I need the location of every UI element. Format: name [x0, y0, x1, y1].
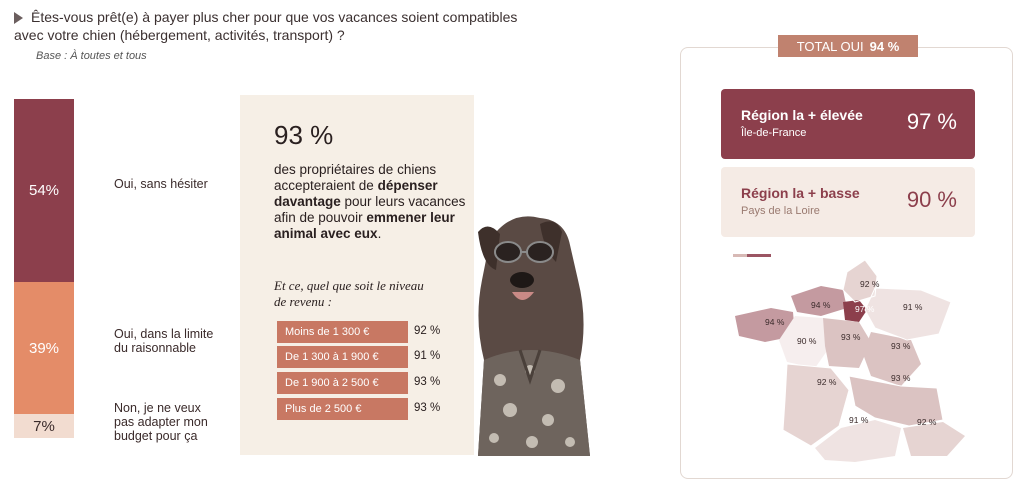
map-label: 93 % [891, 373, 911, 383]
bar-segment-3: 7% [14, 414, 74, 438]
lowest-region-box: Région la + basse Pays de la Loire 90 % [721, 167, 975, 237]
region-occitanie [815, 420, 901, 462]
income-bracket-value: 93 % [414, 402, 441, 414]
bar-category-label: Oui, dans la limite du raisonnable [114, 327, 214, 355]
region-hauts-de-france [843, 260, 877, 302]
map-label: 94 % [765, 317, 785, 327]
map-label: 93 % [841, 332, 861, 342]
bar-value-label: 39% [28, 339, 60, 357]
income-intro: Et ce, quel que soit le niveau de revenu… [274, 278, 424, 309]
stat-big-value: 93 % [274, 120, 334, 150]
lowest-region-title: Région la + basse [741, 185, 860, 201]
bar-value-label: 54% [28, 182, 60, 199]
map-label: 92 % [817, 377, 837, 387]
map-legend-mark [733, 254, 747, 257]
income-row: Plus de 2 500 € 93 % [277, 398, 467, 420]
income-bracket-label: Moins de 1 300 € [277, 321, 408, 343]
region-bourgogne [863, 332, 921, 386]
map-legend-mark [747, 254, 771, 257]
income-bracket-value: 91 % [414, 350, 441, 362]
region-grand-est [865, 288, 951, 340]
map-label: 92 % [860, 279, 880, 289]
map-label: 91 % [903, 302, 923, 312]
stat-description: des propriétaires de chiens accepteraien… [274, 162, 466, 241]
region-paca [903, 422, 965, 456]
highest-region-title: Région la + élevée [741, 107, 863, 123]
map-label: 91 % [849, 415, 869, 425]
lowest-region-name: Pays de la Loire [741, 205, 820, 217]
bar-category-label: Non, je ne veux pas adapter mon budget p… [114, 401, 208, 443]
region-auvergne-rhone-alpes [849, 376, 943, 426]
lowest-region-value: 90 % [906, 187, 957, 212]
income-row: Moins de 1 300 € 92 % [277, 321, 467, 343]
stat-card [240, 95, 474, 455]
income-row: De 1 300 à 1 900 € 91 % [277, 346, 467, 368]
dog-with-sunglasses-illustration [478, 216, 590, 456]
question-label: Êtes-vous prêt(e) à payer plus cher pour… [14, 9, 518, 43]
income-bracket-label: De 1 900 à 2 500 € [277, 372, 408, 394]
stacked-bar: 54% 39% 7% Oui, sans hésiter Oui, dans la li… [14, 99, 213, 443]
region-normandie [791, 286, 847, 316]
highest-region-name: Île-de-France [741, 127, 807, 139]
map-label: 93 % [891, 341, 911, 351]
question-text: Êtes-vous prêt(e) à payer plus cher pour… [14, 8, 534, 44]
income-bracket-label: De 1 300 à 1 900 € [277, 346, 408, 368]
bar-category-label: Oui, sans hésiter [114, 176, 208, 191]
bar-segment-1: 54% [14, 99, 74, 282]
map-label: 90 % [797, 336, 817, 346]
region-bretagne [735, 308, 795, 342]
income-bracket-value: 93 % [414, 376, 441, 388]
region-pays-de-la-loire [779, 316, 829, 368]
region-ile-de-france [843, 300, 867, 322]
region-nouvelle-aquitaine [783, 364, 849, 446]
base-note: Base : À toutes et tous [36, 50, 147, 62]
france-region-map: 92 % 94 % 97 % 91 % 94 % 90 % 93 % 93 % … [733, 254, 965, 462]
map-label: 92 % [917, 417, 937, 427]
income-bracket-value: 92 % [414, 325, 441, 337]
highest-region-box: Région la + élevée Île-de-France 97 % [721, 89, 975, 159]
income-bracket-label: Plus de 2 500 € [277, 398, 408, 420]
map-label: 94 % [811, 300, 831, 310]
income-row: De 1 900 à 2 500 € 93 % [277, 372, 467, 394]
map-label: 97 % [855, 304, 875, 314]
triangle-bullet-icon [14, 12, 23, 25]
bar-value-label: 7% [33, 417, 55, 435]
region-centre [823, 318, 871, 368]
highest-region-value: 97 % [906, 109, 957, 134]
total-yes-badge: TOTAL OUI 94 % [778, 35, 918, 57]
bar-segment-2: 39% [14, 282, 74, 414]
